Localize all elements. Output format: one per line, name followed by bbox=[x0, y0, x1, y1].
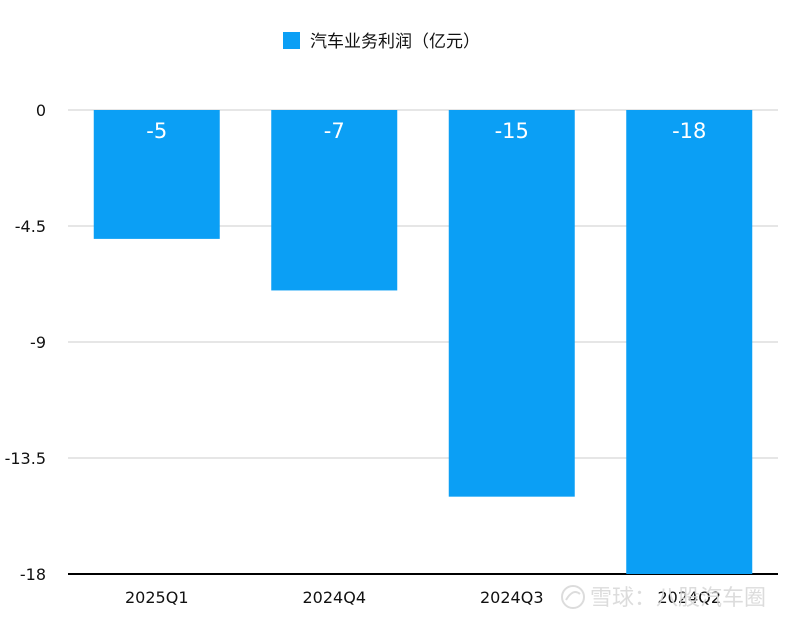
y-tick-label: -4.5 bbox=[15, 217, 46, 236]
bar bbox=[448, 110, 575, 497]
x-tick-label: 2024Q2 bbox=[658, 588, 722, 607]
data-label: -15 bbox=[495, 119, 529, 143]
data-label: -7 bbox=[324, 119, 345, 143]
legend-label: 汽车业务利润（亿元） bbox=[310, 32, 480, 52]
y-tick-label: -18 bbox=[20, 565, 46, 584]
bar bbox=[93, 110, 220, 239]
y-tick-label: -9 bbox=[30, 333, 46, 352]
x-axis-labels: 2025Q1 2024Q4 2024Q3 2024Q2 bbox=[125, 588, 721, 607]
bars bbox=[93, 110, 753, 574]
legend-swatch bbox=[283, 32, 300, 49]
x-tick-label: 2024Q3 bbox=[480, 588, 544, 607]
watermark-text: 雪球：八股汽车圈 bbox=[590, 586, 766, 611]
snowball-logo-icon bbox=[561, 585, 585, 609]
x-tick-label: 2025Q1 bbox=[125, 588, 189, 607]
bar bbox=[626, 110, 753, 574]
data-labels: -5 -7 -15 -18 bbox=[146, 119, 706, 143]
y-tick-label: 0 bbox=[36, 101, 46, 120]
watermark: 雪球：八股汽车圈 bbox=[561, 585, 766, 611]
data-label: -5 bbox=[146, 119, 167, 143]
data-label: -18 bbox=[672, 119, 706, 143]
y-axis-ticks: 0 -4.5 -9 -13.5 -18 bbox=[5, 101, 46, 584]
bar bbox=[271, 110, 398, 291]
x-tick-label: 2024Q4 bbox=[303, 588, 367, 607]
y-tick-label: -13.5 bbox=[5, 449, 46, 468]
legend: 汽车业务利润（亿元） bbox=[283, 32, 480, 52]
